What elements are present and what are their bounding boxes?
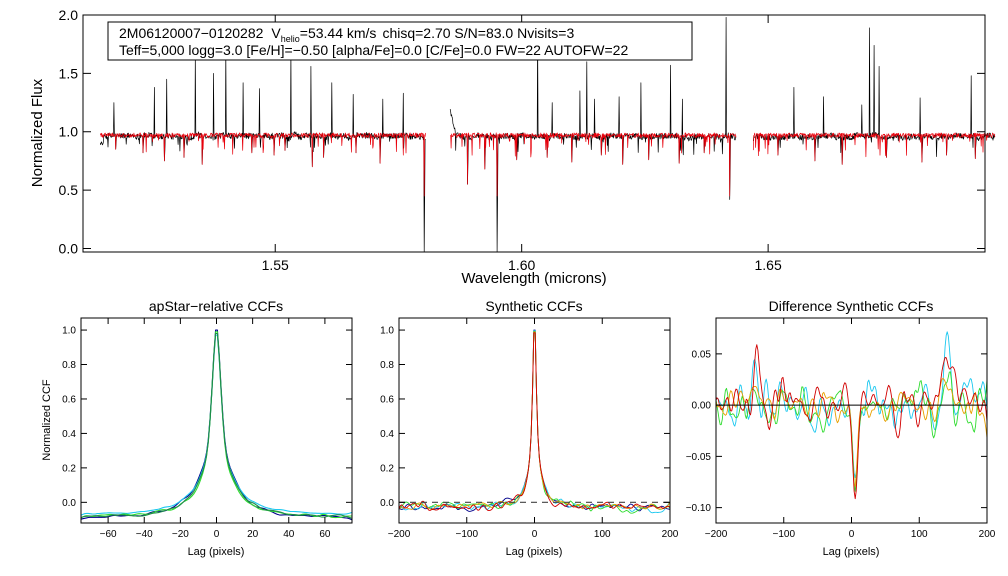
spectrum-xtick-label: 1.60 [508, 257, 535, 273]
synthetic-ccf-visit-3 [398, 331, 671, 510]
difference-ccf-xtick-label: −100 [772, 529, 795, 540]
apstar-ccf-visit-2 [80, 331, 352, 519]
apstar-ccf-ytick-label: 1.0 [62, 326, 76, 337]
apstar-ccf-ytick-label: 0.0 [62, 498, 76, 509]
apstar-ccf-xlabel: Lag (pixels) [188, 546, 245, 558]
apstar-ccf-ytick-label: 0.4 [62, 429, 76, 440]
difference-ccf-panel: −200 −100 0 100 200 −0.10 −0.05 0.00 0.05 Differ… [686, 298, 996, 558]
spectrum-data [99, 16, 996, 253]
spectrum-ylabel: Normalized Flux [29, 78, 46, 187]
spectrum-ytick-label: 1.5 [59, 65, 79, 81]
apstar-ccf-xtick-label: −60 [100, 529, 117, 540]
legend-stats: chisq=2.70 S/N=83.0 Nvisits=3 [382, 25, 574, 41]
synthetic-ccf-ytick-label: 0.0 [380, 498, 394, 509]
difference-ccf-xtick-label: 200 [979, 529, 996, 540]
spectrum-frame [82, 14, 986, 253]
observed-spectrum-chip-1 [99, 49, 426, 253]
synthetic-ccf-ytick-label: 0.8 [380, 360, 394, 371]
difference-ccf-frame [715, 317, 988, 524]
apstar-ccf-ytick-label: 0.8 [62, 360, 76, 371]
legend-line-2: Teff=5,000 logg=3.0 [Fe/H]=−0.50 [alpha/… [119, 42, 628, 58]
difference-ccf-ytick-label: −0.05 [686, 452, 712, 463]
legend-star: 2M06120007−0120282 [119, 25, 264, 41]
synthetic-ccf-ytick-label: 0.6 [380, 394, 394, 405]
difference-ccf-ytick-label: 0.05 [692, 349, 712, 360]
synthetic-ccf-data [398, 329, 671, 514]
apstar-ccf-ytick-label: 0.2 [62, 463, 76, 474]
synthetic-ccf-xtick-label: −200 [388, 529, 411, 540]
synthetic-ccf-ytick-label: 1.0 [380, 326, 394, 337]
synthetic-ccf-xtick-label: 200 [662, 529, 679, 540]
legend-frame [107, 21, 693, 61]
synthetic-ccf-visit-1 [398, 330, 671, 514]
synthetic-ccf-visit-4 [398, 332, 671, 512]
spectrum-ytick-label: 0.0 [59, 240, 79, 256]
synthetic-ccf-xtick-label: 0 [532, 529, 538, 540]
synthetic-ccf-title: Synthetic CCFs [485, 298, 582, 314]
spectrum-ytick-label: 1.0 [59, 124, 79, 140]
legend-box: 2M06120007−0120282 Vhelio=53.44 km/s chisq… [107, 21, 693, 61]
model-spectrum-chip-2 [449, 132, 737, 197]
difference-ccf-xtick-label: −200 [705, 529, 728, 540]
synthetic-ccf-total [398, 329, 671, 512]
apstar-ccf-frame [80, 317, 353, 524]
difference-ccf-title: Difference Synthetic CCFs [769, 298, 934, 314]
synthetic-ccf-ticks: −200 −100 0 100 200 0.0 0.2 0.4 0.6 0.8 1.0 [380, 318, 679, 540]
synthetic-ccf-xtick-label: 100 [594, 529, 611, 540]
model-spectrum-chip-3 [752, 132, 996, 165]
synthetic-ccf-xtick-label: −100 [455, 529, 478, 540]
difference-ccf-ytick-label: 0.00 [692, 401, 712, 412]
observed-spectrum-chip-2 [449, 16, 737, 253]
difference-ccf-visit-4 [715, 344, 988, 500]
apstar-ccf-ytick-label: 0.6 [62, 394, 76, 405]
apstar-ccf-ticks: −60 −40 −20 0 20 40 60 0.0 0.2 0.4 0.6 0.8 1.0 [62, 318, 352, 540]
apstar-ccf-xtick-label: 20 [247, 529, 259, 540]
apstar-ccf-visit-3 [80, 332, 353, 519]
spectrum-xtick-label: 1.55 [262, 257, 289, 273]
synthetic-ccf-visit-2 [398, 330, 671, 514]
legend-line-1: 2M06120007−0120282 Vhelio=53.44 km/s chisq… [119, 25, 574, 44]
difference-ccf-ticks: −200 −100 0 100 200 −0.10 −0.05 0.00 0.05 [686, 318, 996, 540]
spectrum-ticks: 1.55 1.60 1.65 0.0 0.5 1.0 1.5 2.0 [59, 7, 985, 273]
synthetic-ccf-panel: −200 −100 0 100 200 0.0 0.2 0.4 0.6 0.8 1.0 Synthe… [380, 298, 679, 558]
legend-v-prefix: V [271, 25, 281, 41]
synthetic-ccf-xlabel: Lag (pixels) [506, 546, 563, 558]
synthetic-ccf-ytick-label: 0.4 [380, 429, 394, 440]
apstar-ccf-data [80, 329, 353, 521]
synthetic-ccf-frame [398, 317, 671, 524]
model-spectrum-chip-1 [99, 132, 426, 197]
difference-ccf-ytick-label: −0.10 [686, 503, 712, 514]
difference-ccf-xlabel: Lag (pixels) [823, 546, 880, 558]
spectrum-xtick-label: 1.65 [755, 257, 782, 273]
apstar-ccf-xtick-label: −40 [136, 529, 153, 540]
difference-ccf-data [715, 331, 988, 500]
difference-ccf-xtick-label: 100 [911, 529, 928, 540]
spectrum-panel: 1.55 1.60 1.65 0.0 0.5 1.0 1.5 2.0 Wavelength (… [29, 7, 996, 287]
spectrum-xlabel: Wavelength (microns) [461, 270, 606, 287]
apstar-ccf-xtick-label: 60 [319, 529, 331, 540]
spectrum-ytick-label: 2.0 [59, 7, 79, 23]
difference-ccf-xtick-label: 0 [849, 529, 855, 540]
apstar-ccf-xtick-label: 40 [283, 529, 295, 540]
apstar-ccf-xtick-label: −20 [172, 529, 189, 540]
legend-v-sub: helio [281, 34, 300, 44]
legend-v-value: =53.44 km/s [300, 25, 377, 41]
apstar-ccf-total [80, 329, 353, 521]
synthetic-ccf-ytick-label: 0.2 [380, 463, 394, 474]
apstar-ccf-title: apStar−relative CCFs [149, 298, 283, 314]
apstar-ccf-ylabel: Normalized CCF [41, 379, 53, 461]
apstar-ccf-xtick-label: 0 [214, 529, 220, 540]
apstar-ccf-visit-1 [80, 334, 353, 516]
apstar-ccf-panel: −60 −40 −20 0 20 40 60 0.0 0.2 0.4 0.6 0.8 1.0 apSta… [41, 298, 353, 558]
spectrum-ytick-label: 0.5 [59, 182, 79, 198]
observed-spectrum-chip-3 [752, 27, 996, 165]
